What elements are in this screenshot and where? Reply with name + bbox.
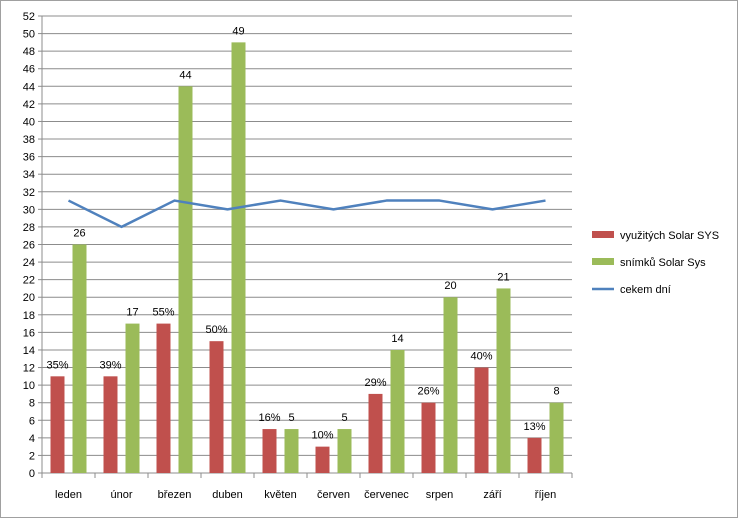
bar	[156, 323, 171, 473]
legend-label: snímků Solar Sys	[620, 257, 706, 269]
bar	[262, 429, 277, 473]
y-tick-label: 20	[23, 292, 35, 304]
data-label: 40%	[470, 351, 492, 363]
data-label: 35%	[46, 359, 68, 371]
data-label: 10%	[311, 430, 333, 442]
bar	[50, 376, 65, 473]
bar	[178, 86, 193, 474]
y-tick-label: 52	[23, 11, 35, 23]
x-tick-label: červen	[317, 489, 350, 501]
legend-swatch	[592, 258, 614, 265]
bar	[443, 297, 458, 473]
x-tick-label: březen	[158, 489, 192, 501]
data-label: 44	[179, 69, 191, 81]
x-tick-label: říjen	[535, 489, 556, 501]
data-label: 39%	[99, 359, 121, 371]
bar	[496, 288, 511, 473]
bar	[231, 42, 246, 473]
y-tick-label: 2	[29, 450, 35, 462]
data-label: 20	[444, 280, 456, 292]
bar	[72, 244, 87, 473]
line-series	[67, 199, 546, 229]
bars	[50, 42, 564, 474]
bar	[284, 429, 299, 473]
data-label: 21	[497, 271, 509, 283]
y-tick-label: 38	[23, 134, 35, 146]
y-tick-label: 28	[23, 222, 35, 234]
y-tick-label: 36	[23, 152, 35, 164]
y-tick-label: 30	[23, 204, 35, 216]
bar	[209, 341, 224, 473]
data-label: 8	[553, 386, 559, 398]
y-tick-label: 48	[23, 46, 35, 58]
x-tick-label: září	[483, 489, 501, 501]
y-tick-label: 26	[23, 240, 35, 252]
y-tick-label: 22	[23, 275, 35, 287]
bar	[549, 402, 564, 473]
y-tick-label: 10	[23, 380, 35, 392]
y-tick-label: 4	[29, 433, 35, 445]
y-tick-label: 40	[23, 116, 35, 128]
data-label: 55%	[152, 307, 174, 319]
data-label: 5	[341, 412, 347, 424]
y-tick-label: 18	[23, 310, 35, 322]
y-tick-label: 6	[29, 415, 35, 427]
gridlines	[41, 15, 572, 474]
data-label: 26%	[417, 386, 439, 398]
y-tick-label: 12	[23, 363, 35, 375]
data-label: 17	[126, 307, 138, 319]
data-label: 13%	[523, 421, 545, 433]
y-tick-label: 34	[23, 169, 35, 181]
data-label: 29%	[364, 377, 386, 389]
bar	[527, 437, 542, 473]
legend: využitých Solar SYS snímků Solar Sys cekem…	[592, 230, 719, 296]
data-labels: 35% 39% 55% 50% 16% 10% 29% 26% 40% 13% 26 17 44 49 5 5…	[46, 25, 559, 441]
y-axis-ticks: 0246810121416182022242628303234363840424…	[23, 11, 42, 480]
bar	[368, 393, 383, 473]
bar	[474, 367, 489, 473]
bar	[125, 323, 140, 473]
data-label: 5	[288, 412, 294, 424]
x-tick-label: srpen	[426, 489, 454, 501]
series-line	[67, 199, 546, 229]
legend-swatch	[592, 231, 614, 238]
bar	[103, 376, 118, 473]
x-tick-label: leden	[55, 489, 82, 501]
y-tick-label: 8	[29, 398, 35, 410]
y-tick-label: 44	[23, 81, 35, 93]
x-axis-ticks: leden únor březen duben květen červen červenec…	[41, 473, 573, 501]
data-label: 16%	[258, 412, 280, 424]
x-tick-label: červenec	[364, 489, 409, 501]
y-tick-label: 42	[23, 99, 35, 111]
data-label: 49	[232, 25, 244, 37]
bar	[337, 429, 352, 473]
y-tick-label: 24	[23, 257, 35, 269]
x-tick-label: únor	[110, 489, 132, 501]
legend-label: cekem dní	[620, 284, 671, 296]
bar	[315, 446, 330, 473]
data-label: 26	[73, 228, 85, 240]
y-tick-label: 32	[23, 187, 35, 199]
legend-label: využitých Solar SYS	[620, 230, 719, 242]
y-tick-label: 46	[23, 64, 35, 76]
y-tick-label: 14	[23, 345, 35, 357]
bar	[390, 349, 405, 473]
data-label: 50%	[205, 324, 227, 336]
x-tick-label: duben	[212, 489, 243, 501]
data-label: 14	[391, 333, 403, 345]
x-tick-label: květen	[264, 489, 296, 501]
y-tick-label: 50	[23, 29, 35, 41]
y-tick-label: 0	[29, 468, 35, 480]
bar	[421, 402, 436, 473]
y-tick-label: 16	[23, 327, 35, 339]
